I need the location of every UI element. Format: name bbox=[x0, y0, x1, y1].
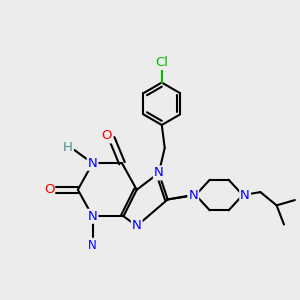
Text: N: N bbox=[88, 210, 98, 223]
Text: O: O bbox=[101, 129, 112, 142]
Text: N: N bbox=[92, 242, 93, 243]
Text: O: O bbox=[44, 183, 54, 196]
Text: N: N bbox=[240, 188, 250, 202]
Text: N: N bbox=[88, 238, 97, 252]
Text: H: H bbox=[63, 141, 73, 154]
Text: N: N bbox=[154, 167, 164, 179]
Text: N: N bbox=[88, 157, 98, 170]
Text: N: N bbox=[188, 188, 198, 202]
Text: N: N bbox=[132, 220, 142, 232]
Text: Cl: Cl bbox=[155, 56, 168, 69]
